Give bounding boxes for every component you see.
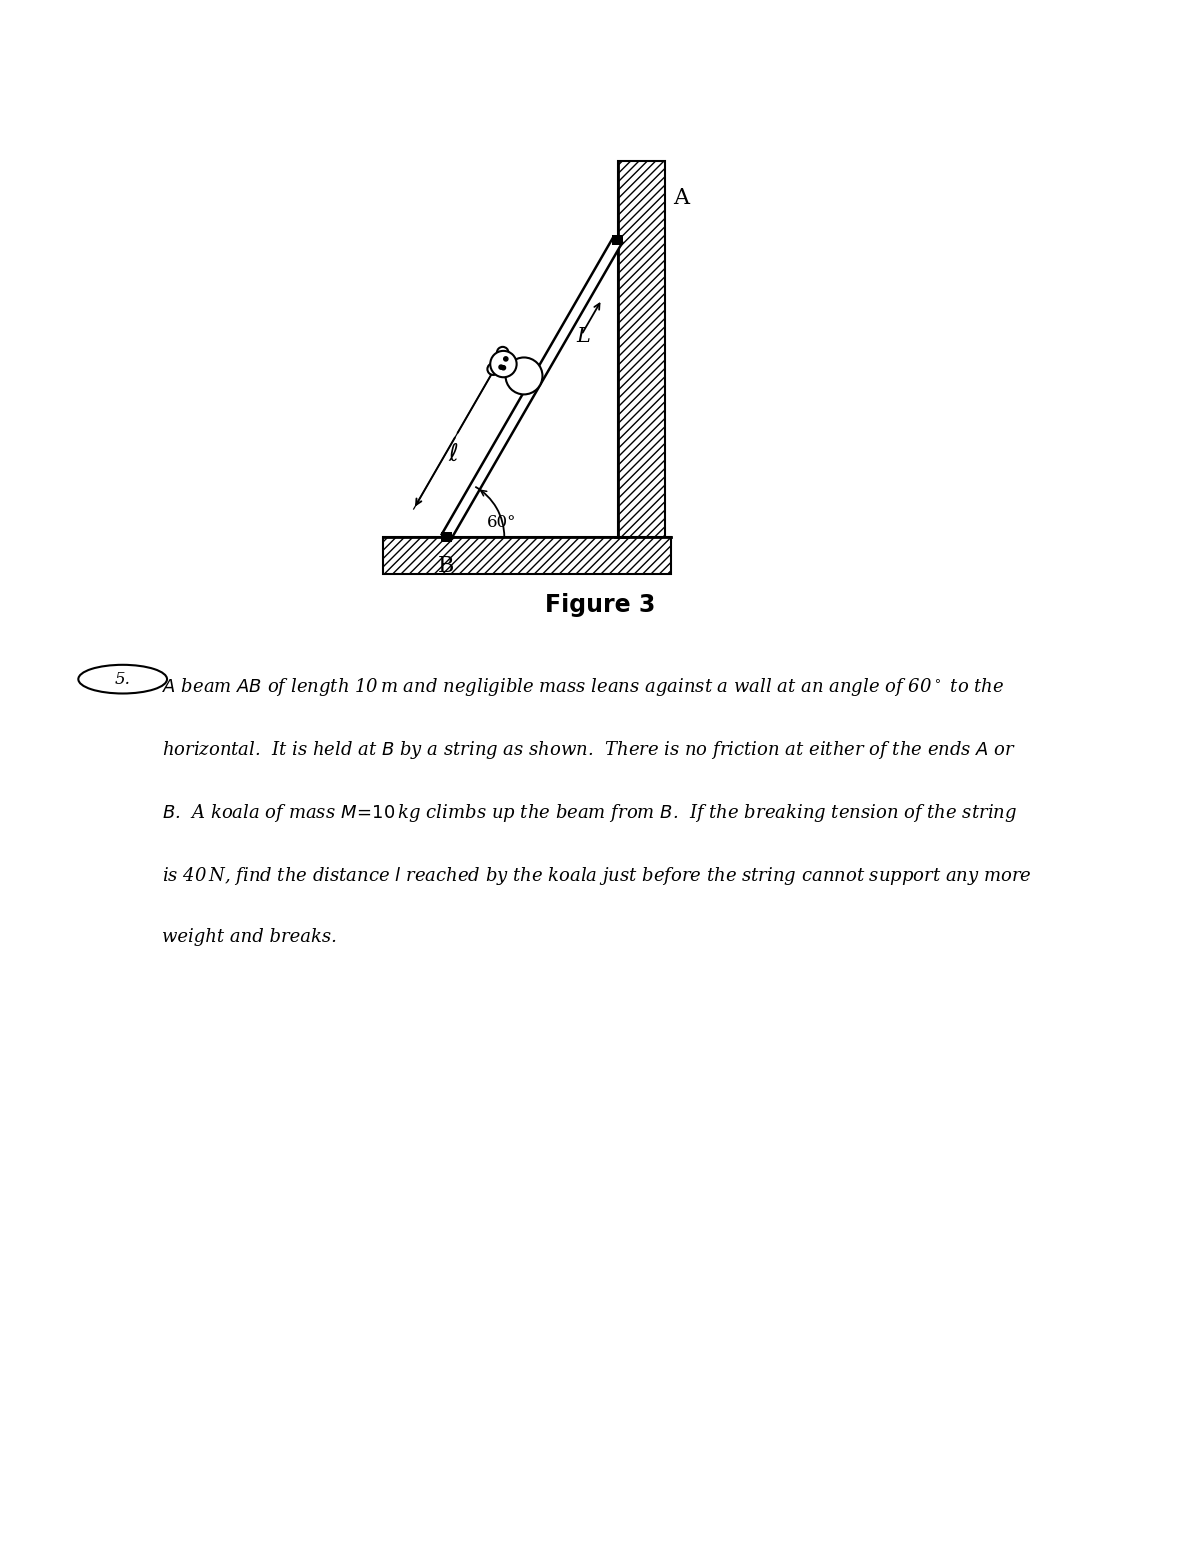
Circle shape (78, 664, 167, 694)
Polygon shape (383, 537, 671, 574)
Circle shape (502, 366, 505, 369)
Polygon shape (612, 234, 623, 245)
Text: B: B (438, 556, 455, 577)
Circle shape (499, 365, 503, 369)
Polygon shape (618, 161, 665, 537)
Text: $B$.  A koala of mass $M\!=\!10\,$kg climbs up the beam from $B$.  If the breaki: $B$. A koala of mass $M\!=\!10\,$kg clim… (162, 802, 1016, 824)
Text: L: L (576, 327, 590, 346)
Text: is 40$\,$N, find the distance $l$ reached by the koala just before the string ca: is 40$\,$N, find the distance $l$ reache… (162, 866, 1032, 888)
Circle shape (497, 346, 509, 359)
Circle shape (491, 351, 517, 377)
Text: 5.: 5. (115, 670, 131, 688)
Text: horizontal.  It is held at $B$ by a string as shown.  There is no friction at ei: horizontal. It is held at $B$ by a strin… (162, 739, 1016, 760)
Circle shape (504, 357, 508, 362)
Polygon shape (442, 237, 623, 540)
Text: Figure 3: Figure 3 (545, 593, 655, 618)
Circle shape (505, 357, 542, 394)
Circle shape (487, 363, 499, 376)
Text: $\ell$: $\ell$ (448, 442, 458, 466)
Text: weight and breaks.: weight and breaks. (162, 928, 337, 947)
Text: A: A (673, 186, 689, 208)
Text: $A$ beam $AB$ of length 10$\,$m and negligible mass leans against a wall at an a: $A$ beam $AB$ of length 10$\,$m and negl… (162, 675, 1004, 698)
Text: 60°: 60° (487, 514, 516, 531)
Polygon shape (440, 532, 451, 542)
